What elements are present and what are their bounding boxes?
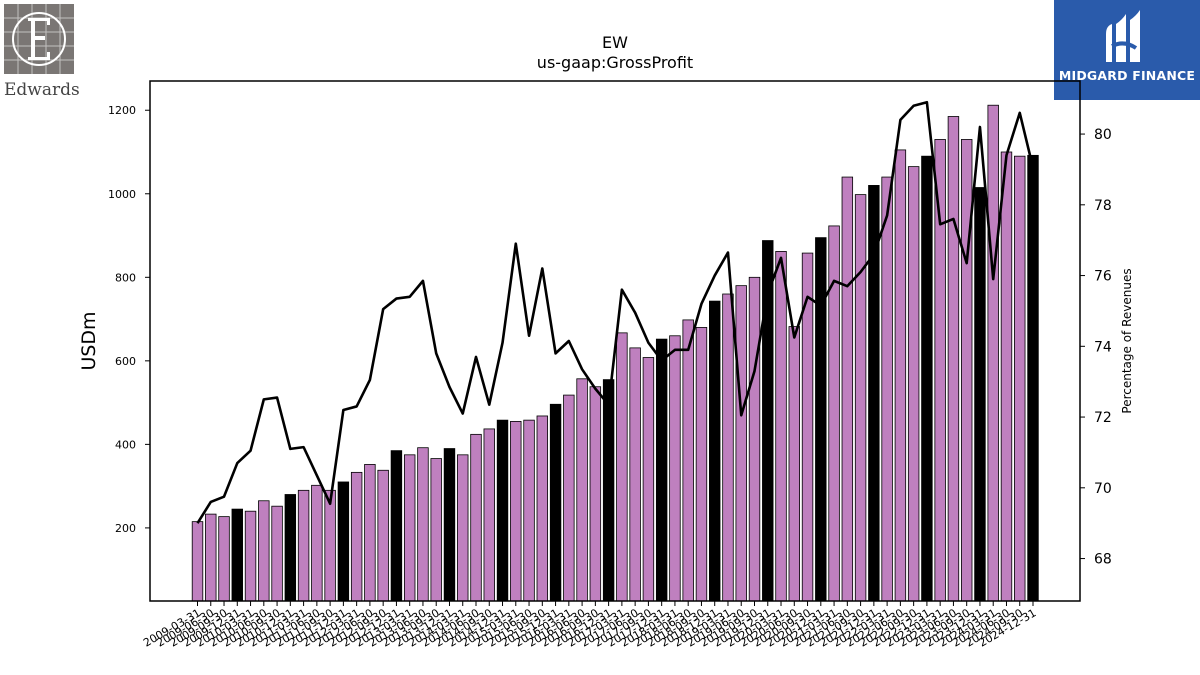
- bar: [815, 237, 827, 602]
- bar: [576, 378, 588, 602]
- y2-tick-label: 78: [1094, 198, 1112, 214]
- bar: [510, 420, 522, 602]
- bar: [205, 513, 217, 602]
- bar: [350, 471, 363, 602]
- bar: [377, 469, 389, 602]
- y-tick-label: 1200: [108, 104, 136, 117]
- bar: [218, 516, 230, 602]
- percentage-line: [196, 100, 1035, 524]
- chart-subtitle: us-gaap:GrossProfit: [537, 53, 693, 72]
- bar: [722, 293, 734, 602]
- bar: [682, 319, 694, 602]
- plot-frame: [149, 80, 1081, 602]
- y-axis-left: 200 400 600 800 1000 1200: [108, 104, 150, 535]
- bar: [457, 454, 469, 602]
- bar: [536, 415, 549, 602]
- bar: [390, 450, 403, 602]
- edwards-wordmark: Edwards: [4, 80, 80, 100]
- midgard-wordmark: MIDGARD FINANCE: [1058, 68, 1196, 83]
- line-series: [196, 100, 1035, 524]
- bar: [1027, 154, 1039, 602]
- bar: [364, 464, 376, 602]
- bar: [324, 489, 336, 602]
- bar: [735, 285, 747, 602]
- bar: [987, 104, 999, 602]
- bar: [655, 338, 668, 602]
- bar: [1014, 155, 1026, 602]
- bar: [974, 187, 986, 602]
- bar: [868, 185, 880, 602]
- y2-tick-label: 74: [1094, 339, 1112, 355]
- edwards-logo: Edwards: [4, 4, 80, 100]
- bar: [921, 155, 933, 602]
- bar: [947, 116, 960, 602]
- y-tick-label: 400: [115, 438, 136, 451]
- bar: [403, 454, 416, 602]
- bar: [934, 139, 946, 602]
- bar: [748, 276, 761, 602]
- bar: [563, 394, 575, 602]
- bar-series: [191, 104, 1039, 602]
- bar: [470, 433, 482, 602]
- bar: [602, 379, 615, 602]
- bar: [284, 494, 297, 602]
- y-tick-label: 200: [115, 522, 136, 535]
- bar: [709, 300, 721, 602]
- bar: [417, 447, 429, 602]
- bar: [191, 521, 204, 602]
- bar: [881, 176, 893, 602]
- y2-tick-label: 80: [1094, 127, 1112, 143]
- bar: [907, 166, 920, 602]
- y2-tick-label: 68: [1094, 552, 1112, 568]
- bar: [854, 194, 867, 602]
- chart-title: EW: [602, 33, 628, 52]
- bar: [589, 386, 602, 602]
- bar: [616, 332, 628, 602]
- bar: [258, 500, 270, 602]
- y-axis-right: 68 70 72 74 76 78 80: [1080, 127, 1112, 568]
- midgard-logo-mark: [1106, 10, 1140, 62]
- bar: [894, 149, 907, 602]
- y2-tick-label: 76: [1094, 269, 1112, 285]
- y2-axis-label: Percentage of Revenues: [1120, 268, 1134, 413]
- y-tick-label: 600: [115, 355, 136, 368]
- y-tick-label: 800: [115, 271, 136, 284]
- bar: [430, 458, 442, 602]
- bar: [311, 484, 323, 602]
- bar: [297, 489, 310, 602]
- bar: [642, 357, 655, 602]
- bar: [960, 139, 973, 602]
- bar: [244, 510, 257, 602]
- y2-tick-label: 72: [1094, 410, 1112, 426]
- bar: [669, 335, 681, 602]
- bar: [271, 505, 283, 602]
- bar: [1000, 151, 1013, 602]
- bar: [775, 251, 787, 602]
- bar: [523, 419, 535, 602]
- bar: [695, 327, 708, 602]
- bar: [337, 481, 350, 602]
- midgard-finance-logo: MIDGARD FINANCE: [1054, 0, 1200, 100]
- bar: [231, 508, 243, 602]
- bar: [443, 448, 456, 602]
- bar: [788, 326, 800, 602]
- x-axis: 2009-03-312009-06-302009-09-302009-12-31…: [141, 601, 1039, 650]
- bar: [549, 403, 562, 602]
- y2-tick-label: 70: [1094, 481, 1112, 497]
- bar: [496, 419, 509, 602]
- bar: [841, 176, 854, 602]
- y-axis-label: USDm: [78, 311, 100, 370]
- edwards-logo-mark: [4, 4, 74, 74]
- y-tick-label: 1000: [108, 188, 136, 201]
- bar: [483, 428, 495, 602]
- bar: [629, 347, 641, 602]
